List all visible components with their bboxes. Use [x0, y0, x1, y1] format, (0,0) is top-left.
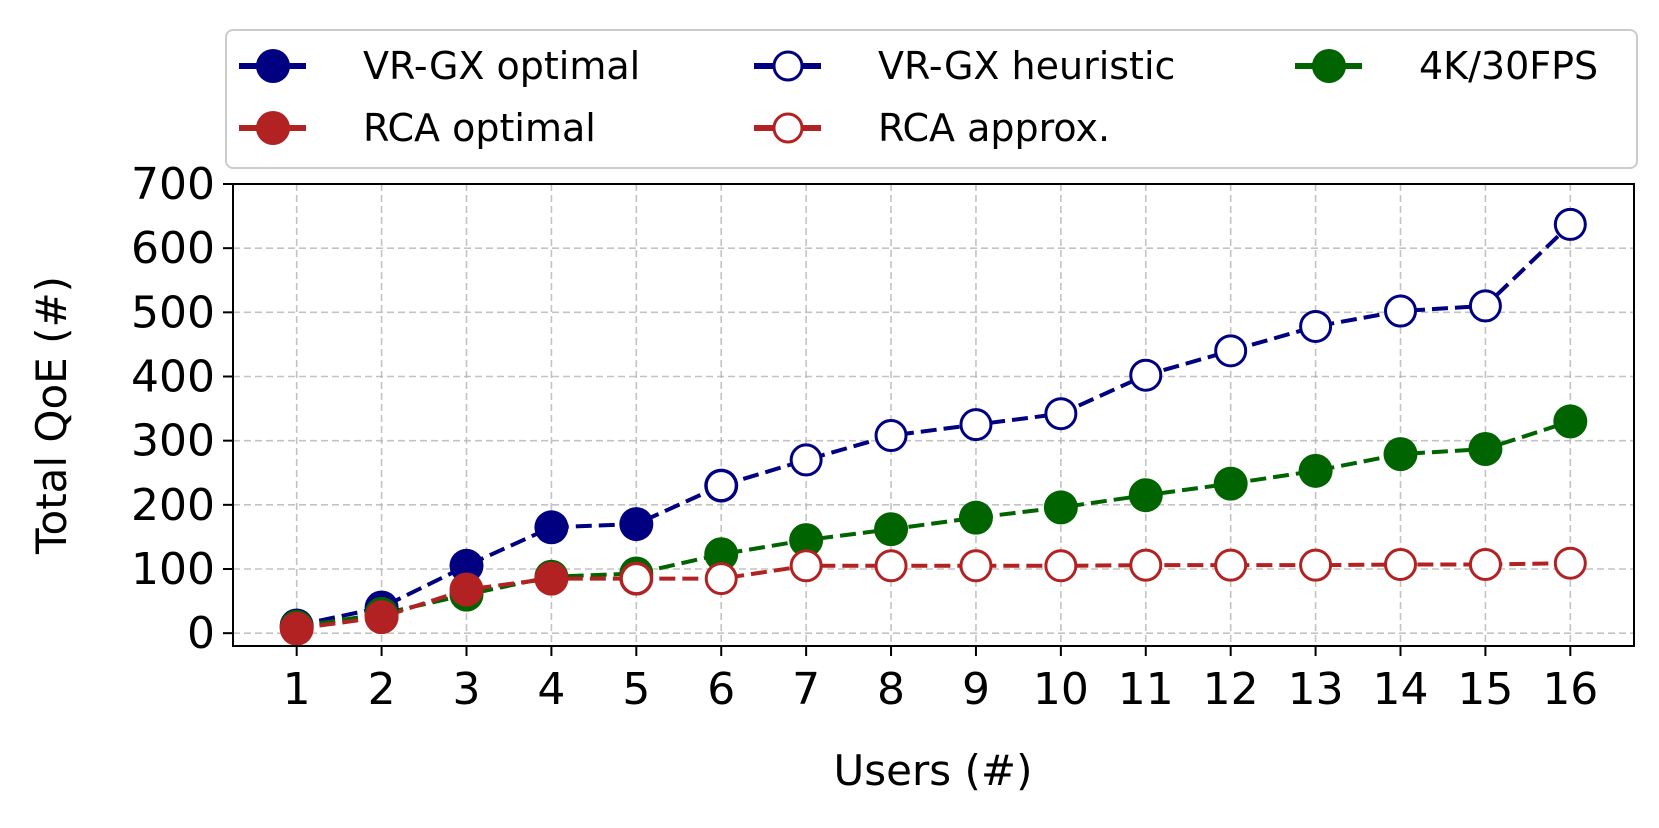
- y-tick-label: 300: [131, 416, 215, 467]
- grid: [233, 183, 1634, 646]
- series-lines: [296, 222, 1572, 631]
- data-point: [1553, 546, 1587, 580]
- data-point: [704, 537, 739, 572]
- data-point: [1299, 548, 1333, 582]
- data-point: [1384, 548, 1417, 582]
- x-tick-label: 3: [453, 664, 481, 715]
- data-point: [1553, 207, 1587, 241]
- data-point: [1553, 404, 1588, 439]
- data-point: [1044, 549, 1078, 583]
- legend-swatch-marker: [772, 50, 804, 82]
- data-point: [1468, 289, 1502, 323]
- data-point: [874, 512, 909, 547]
- y-tick-label: 700: [131, 159, 215, 210]
- x-tick-label: 15: [1457, 664, 1513, 715]
- x-axis-label: Users (#): [834, 746, 1033, 795]
- x-tick-label: 8: [877, 664, 905, 715]
- data-point: [1214, 548, 1248, 582]
- y-tick-label: 100: [131, 544, 215, 595]
- y-tick-label: 400: [131, 352, 215, 403]
- series-line: [296, 483, 723, 628]
- data-point: [534, 561, 569, 596]
- series-line: [636, 561, 1571, 581]
- plot-frame: [232, 183, 1635, 647]
- legend-swatch-marker: [256, 111, 290, 145]
- legend-label: VR-GX optimal: [363, 44, 640, 88]
- data-point: [1298, 453, 1333, 488]
- y-tick-label: 500: [131, 287, 215, 338]
- data-point: [959, 549, 993, 583]
- legend-items: VR-GX optimal VR-GX heuristic 4K/30FPS RCA …: [239, 44, 1598, 150]
- data-point: [874, 419, 908, 453]
- legend-swatch-marker: [1312, 49, 1346, 83]
- x-tick-label: 7: [792, 664, 820, 715]
- data-point: [619, 507, 654, 542]
- data-point: [449, 548, 484, 583]
- data-point: [1213, 466, 1248, 501]
- x-tick-label: 14: [1373, 664, 1429, 715]
- data-point: [279, 611, 314, 646]
- data-point: [619, 562, 653, 596]
- data-point: [1043, 490, 1078, 525]
- data-point: [1468, 548, 1502, 582]
- y-axis-label: Total QoE (#): [27, 276, 76, 555]
- data-point: [789, 443, 823, 477]
- legend-swatch-marker: [772, 112, 804, 144]
- data-point: [1214, 334, 1248, 368]
- x-tick-label: 16: [1542, 664, 1598, 715]
- data-point: [789, 523, 824, 558]
- legend-frame: [225, 29, 1638, 169]
- x-tick-label: 4: [537, 664, 565, 715]
- data-point: [959, 408, 993, 442]
- data-point: [1384, 294, 1417, 328]
- y-axis: 0 100 200 300 400 500 600 700: [131, 159, 233, 659]
- x-tick-label: 5: [622, 664, 650, 715]
- legend-swatch-marker: [256, 49, 290, 83]
- data-point: [534, 510, 569, 545]
- x-tick-label: 11: [1118, 664, 1174, 715]
- x-tick-label: 6: [707, 664, 735, 715]
- x-tick-label: 2: [368, 664, 396, 715]
- data-point: [874, 549, 908, 583]
- x-tick-label: 10: [1033, 664, 1089, 715]
- x-tick-label: 13: [1288, 664, 1344, 715]
- data-point: [958, 500, 993, 535]
- x-tick-label: 1: [283, 664, 311, 715]
- data-point: [1129, 548, 1163, 582]
- data-point: [1128, 478, 1163, 513]
- y-tick-label: 600: [131, 223, 215, 274]
- data-point: [704, 562, 738, 596]
- data-point: [1383, 437, 1418, 472]
- data-point: [449, 572, 484, 607]
- legend-label: RCA optimal: [363, 106, 596, 150]
- data-point: [1044, 397, 1078, 431]
- data-point: [704, 469, 738, 503]
- legend-label: VR-GX heuristic: [878, 44, 1175, 88]
- legend-label: 4K/30FPS: [1419, 44, 1598, 88]
- legend: VR-GX optimal VR-GX heuristic 4K/30FPS RCA …: [225, 29, 1638, 169]
- legend-label: RCA approx.: [878, 106, 1110, 150]
- x-tick-label: 9: [962, 664, 990, 715]
- data-point: [789, 549, 823, 583]
- data-point: [364, 600, 399, 635]
- data-point: [1129, 358, 1163, 392]
- data-point: [1468, 432, 1503, 467]
- x-tick-label: 12: [1203, 664, 1259, 715]
- x-axis: 1 2 3 4 5 6 7 8 9 10 11 12 13 14 15 16: [283, 646, 1598, 715]
- data-point: [1299, 309, 1333, 343]
- y-tick-label: 0: [187, 608, 215, 659]
- series-markers: [279, 207, 1588, 646]
- series-line: [296, 419, 1571, 629]
- y-tick-label: 200: [131, 480, 215, 531]
